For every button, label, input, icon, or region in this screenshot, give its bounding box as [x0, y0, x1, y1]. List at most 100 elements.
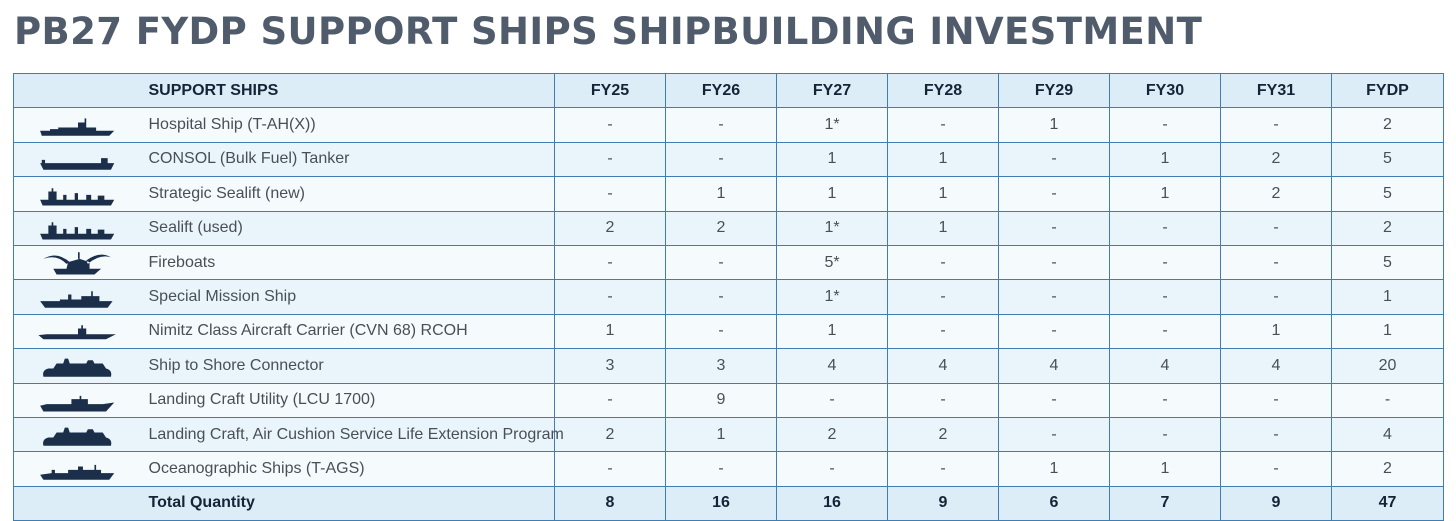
quantity-cell: - [554, 176, 666, 212]
page-title: PB27 FYDP SUPPORT SHIPS SHIPBUILDING INV… [14, 10, 1203, 53]
quantity-cell: - [776, 382, 888, 418]
ship-icon-cell [13, 416, 143, 453]
table-row: Landing Craft Utility (LCU 1700) -9- - - - - - [13, 382, 1444, 418]
quantity-cell: 2 [554, 416, 666, 453]
column-header-fy30: FY30 [1109, 72, 1221, 109]
quantity-cell: 2 [665, 210, 777, 246]
quantity-cell: - [665, 313, 777, 350]
quantity-cell: 1 [554, 313, 666, 350]
table-header-row: SUPPORT SHIPS FY25 FY26 FY27 FY28 FY29 F… [13, 72, 1444, 109]
quantity-cell: 1 [887, 176, 999, 212]
total-value: 7 [1109, 485, 1221, 521]
total-label: Total Quantity [142, 485, 555, 521]
quantity-cell: - [554, 279, 666, 315]
quantity-cell: 1 [776, 313, 888, 350]
ship-icon-cell [13, 210, 143, 246]
quantity-cell: - [1109, 210, 1221, 246]
quantity-cell: 2 [554, 210, 666, 246]
quantity-cell: - [554, 382, 666, 418]
ship-icon-cell [13, 244, 143, 281]
quantity-cell: - [554, 244, 666, 281]
ship-icon-cell [13, 107, 143, 143]
oceanographic-ship-icon [40, 464, 115, 480]
quantity-cell: - [665, 244, 777, 281]
quantity-cell: - [1109, 107, 1221, 143]
quantity-cell: - [998, 416, 1110, 453]
total-row: Total Quantity 8 16 16 9 6 7 9 47 [13, 485, 1444, 521]
table-row: Fireboats - -5* - - - -5 [13, 244, 1444, 281]
quantity-cell: 1 [665, 176, 777, 212]
quantity-cell: - [887, 244, 999, 281]
quantity-cell: 2 [1220, 176, 1332, 212]
quantity-cell: - [887, 279, 999, 315]
ship-name: Ship to Shore Connector [142, 348, 555, 384]
total-value: 16 [665, 485, 777, 521]
hospital-ship-icon [40, 118, 115, 136]
quantity-cell: - [1220, 279, 1332, 315]
table-row: Landing Craft, Air Cushion Service Life … [13, 416, 1444, 453]
quantity-cell: 20 [1331, 348, 1444, 384]
quantity-cell: - [665, 141, 777, 178]
quantity-cell: 4 [1220, 348, 1332, 384]
special-mission-ship-icon [40, 291, 113, 308]
quantity-cell: 5 [1331, 141, 1444, 178]
quantity-cell: - [1220, 382, 1332, 418]
quantity-cell: - [665, 107, 777, 143]
fireboat-icon [43, 251, 112, 275]
total-value: 47 [1331, 485, 1444, 521]
quantity-cell: - [554, 451, 666, 487]
sealift-ship-icon [40, 222, 115, 240]
table-row: Special Mission Ship - -1* - - - -1 [13, 279, 1444, 315]
column-header-fy28: FY28 [887, 72, 999, 109]
quantity-cell: 1 [1220, 313, 1332, 350]
column-header-fy29: FY29 [998, 72, 1110, 109]
quantity-cell: - [665, 279, 777, 315]
quantity-cell: - [887, 382, 999, 418]
table-row: Hospital Ship (T-AH(X)) - -1* -1- -2 [13, 107, 1444, 143]
quantity-cell: 4 [998, 348, 1110, 384]
quantity-cell: - [1331, 382, 1444, 418]
quantity-cell: 4 [1331, 416, 1444, 453]
quantity-cell: - [1109, 416, 1221, 453]
quantity-cell: - [998, 141, 1110, 178]
quantity-cell: - [1220, 210, 1332, 246]
quantity-cell: 1 [665, 416, 777, 453]
table-row: Sealift (used) 2 2 1* 1- - -2 [13, 210, 1444, 246]
column-header-fydp: FYDP [1331, 72, 1444, 109]
quantity-cell: 2 [887, 416, 999, 453]
quantity-cell: 4 [1109, 348, 1221, 384]
quantity-cell: - [1220, 244, 1332, 281]
quantity-cell: 1 [1331, 279, 1444, 315]
ship-icon-cell [13, 382, 143, 418]
table-row: Oceanographic Ships (T-AGS) - - - -1 1-2 [13, 451, 1444, 487]
quantity-cell: 1 [1109, 451, 1221, 487]
column-header-fy31: FY31 [1220, 72, 1332, 109]
quantity-cell: 1 [887, 141, 999, 178]
quantity-cell: - [665, 451, 777, 487]
quantity-cell: - [998, 210, 1110, 246]
quantity-cell: - [887, 313, 999, 350]
total-icon-cell [13, 485, 143, 521]
quantity-cell: 1 [776, 141, 888, 178]
hovercraft-icon [43, 358, 112, 377]
quantity-cell: 1 [1331, 313, 1444, 350]
quantity-cell: - [554, 107, 666, 143]
quantity-cell: - [998, 176, 1110, 212]
quantity-cell: 2 [776, 416, 888, 453]
quantity-cell: 3 [665, 348, 777, 384]
tanker-icon [40, 158, 115, 171]
ship-icon-cell [13, 141, 143, 178]
ship-icon-cell [13, 279, 143, 315]
quantity-cell: - [1109, 382, 1221, 418]
column-header-support-ships: SUPPORT SHIPS [142, 72, 555, 109]
total-value: 6 [998, 485, 1110, 521]
total-value: 16 [776, 485, 888, 521]
icon-header-cell [13, 72, 143, 109]
quantity-cell: 4 [887, 348, 999, 384]
column-header-fy26: FY26 [665, 72, 777, 109]
quantity-cell: - [1220, 416, 1332, 453]
column-header-fy25: FY25 [554, 72, 666, 109]
quantity-cell: 1 [1109, 176, 1221, 212]
quantity-cell: - [998, 244, 1110, 281]
total-value: 9 [1220, 485, 1332, 521]
